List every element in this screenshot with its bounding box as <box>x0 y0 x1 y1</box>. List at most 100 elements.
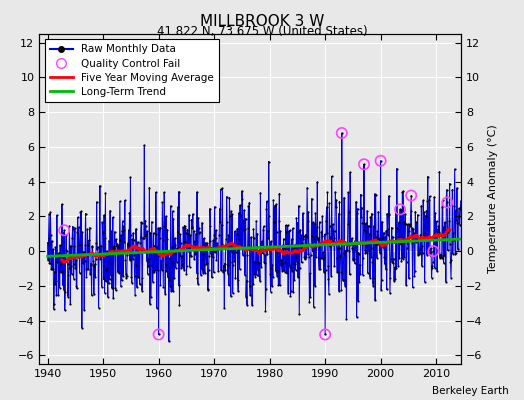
Point <box>132 244 140 250</box>
Point <box>174 204 182 210</box>
Point <box>329 228 337 234</box>
Point <box>301 254 310 261</box>
Point <box>398 239 406 246</box>
Point <box>128 256 137 262</box>
Point <box>392 209 400 216</box>
Point <box>249 281 257 287</box>
Point <box>291 267 300 273</box>
Point <box>302 254 310 260</box>
Point <box>270 202 279 209</box>
Point <box>292 254 300 260</box>
Point <box>260 260 269 266</box>
Point <box>314 235 322 241</box>
Point <box>324 263 332 269</box>
Point <box>82 266 90 272</box>
Point <box>52 292 61 298</box>
Point <box>49 266 57 272</box>
Point <box>439 260 447 266</box>
Point <box>379 238 388 245</box>
Point <box>324 276 333 282</box>
Point <box>289 245 298 251</box>
Point <box>96 242 105 249</box>
Point <box>396 206 404 213</box>
Point <box>341 248 350 254</box>
Point <box>425 197 433 203</box>
Point <box>444 227 453 234</box>
Point <box>256 190 265 196</box>
Point <box>356 191 365 198</box>
Point <box>417 251 425 257</box>
Point <box>444 228 452 235</box>
Point <box>173 244 181 251</box>
Point <box>443 199 452 206</box>
Point <box>357 214 365 220</box>
Point <box>80 249 88 256</box>
Point <box>159 237 167 244</box>
Point <box>355 279 364 286</box>
Point <box>370 275 378 282</box>
Point <box>189 246 198 253</box>
Point <box>65 223 73 229</box>
Point <box>305 299 313 305</box>
Point <box>56 242 64 248</box>
Point <box>322 204 331 210</box>
Point <box>230 258 238 264</box>
Point <box>453 185 461 191</box>
Point <box>167 288 176 294</box>
Point <box>66 243 74 249</box>
Point <box>368 210 376 217</box>
Point <box>336 253 345 259</box>
Point <box>293 274 302 280</box>
Point <box>249 226 258 232</box>
Point <box>361 250 369 257</box>
Point <box>408 284 417 290</box>
Point <box>305 270 314 276</box>
Point <box>59 282 67 288</box>
Point <box>416 250 424 256</box>
Point <box>206 205 214 212</box>
Point <box>286 264 294 271</box>
Point <box>181 225 190 231</box>
Point <box>423 173 432 180</box>
Point <box>358 271 367 278</box>
Point <box>125 249 133 256</box>
Point <box>176 231 184 238</box>
Point <box>195 230 203 236</box>
Point <box>117 277 126 284</box>
Point <box>97 252 105 258</box>
Point <box>217 222 226 228</box>
Point <box>214 243 222 250</box>
Point <box>261 308 270 314</box>
Point <box>245 200 254 206</box>
Point <box>237 243 246 250</box>
Point <box>281 259 290 266</box>
Point <box>189 211 197 217</box>
Point <box>54 292 62 299</box>
Point <box>47 266 56 272</box>
Point <box>397 258 406 264</box>
Point <box>215 232 223 238</box>
Point <box>395 254 403 261</box>
Point <box>347 240 355 246</box>
Point <box>135 245 143 252</box>
Point <box>364 223 373 229</box>
Point <box>411 239 420 245</box>
Point <box>156 282 165 288</box>
Point <box>386 274 395 281</box>
Point <box>138 275 147 282</box>
Point <box>352 198 361 205</box>
Point <box>320 254 329 260</box>
Point <box>87 262 95 268</box>
Point <box>422 208 431 214</box>
Point <box>420 209 428 215</box>
Point <box>205 238 214 244</box>
Point <box>64 293 72 300</box>
Point <box>352 247 360 254</box>
Point <box>319 256 327 262</box>
Point <box>428 262 436 269</box>
Point <box>122 271 130 277</box>
Point <box>115 270 124 276</box>
Point <box>108 285 116 291</box>
Point <box>112 242 121 248</box>
Point <box>68 271 76 277</box>
